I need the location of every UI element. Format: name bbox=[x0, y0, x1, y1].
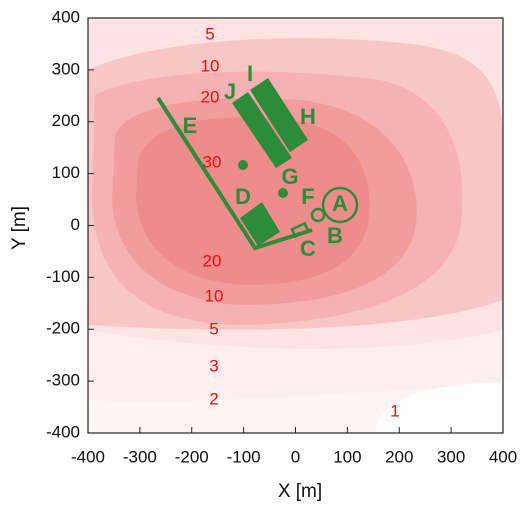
y-tick-label: 200 bbox=[52, 111, 80, 130]
contour-label: 20 bbox=[203, 251, 222, 270]
site-label: H bbox=[300, 104, 316, 129]
x-tick-label: 300 bbox=[437, 447, 465, 466]
contour-label: 10 bbox=[201, 56, 220, 75]
x-tick-label: 200 bbox=[385, 447, 413, 466]
x-tick-label: -200 bbox=[175, 447, 209, 466]
y-tick-label: 100 bbox=[52, 163, 80, 182]
x-tick-label: 0 bbox=[291, 447, 300, 466]
contour-label: 10 bbox=[205, 286, 224, 305]
site-label: G bbox=[281, 164, 298, 189]
y-tick-label: 0 bbox=[71, 215, 80, 234]
site-label: C bbox=[300, 236, 316, 261]
contour-label: 3 bbox=[209, 356, 218, 375]
contour-label: 2 bbox=[209, 389, 218, 408]
x-tick-label: -100 bbox=[227, 447, 261, 466]
y-tick-label: -300 bbox=[46, 371, 80, 390]
site-label: F bbox=[301, 184, 314, 209]
site-label: D bbox=[235, 184, 251, 209]
x-tick-label: -400 bbox=[71, 447, 105, 466]
sites-drawing bbox=[156, 78, 359, 251]
site-label: I bbox=[247, 61, 253, 86]
contour-label: 5 bbox=[205, 24, 214, 43]
contour-label: 5 bbox=[209, 319, 218, 338]
y-tick-label: 400 bbox=[52, 7, 80, 26]
y-tick-label: -100 bbox=[46, 267, 80, 286]
site-label: B bbox=[327, 223, 343, 248]
site-label: J bbox=[224, 79, 236, 104]
contour-fill bbox=[88, 18, 503, 433]
site-label: A bbox=[332, 191, 348, 216]
site-label: E bbox=[183, 113, 198, 138]
y-tick-label: -400 bbox=[46, 422, 80, 441]
contour-label: 30 bbox=[203, 152, 222, 171]
x-tick-label: -300 bbox=[123, 447, 157, 466]
contour-label: 20 bbox=[201, 87, 220, 106]
contour-label: 1 bbox=[390, 401, 399, 420]
y-tick-label: -200 bbox=[46, 319, 80, 338]
x-tick-label: 400 bbox=[489, 447, 517, 466]
x-axis-title: X [m] bbox=[278, 481, 322, 502]
y-tick-label: 300 bbox=[52, 59, 80, 78]
x-tick-label: 100 bbox=[333, 447, 361, 466]
y-axis-title: Y [m] bbox=[9, 206, 30, 250]
